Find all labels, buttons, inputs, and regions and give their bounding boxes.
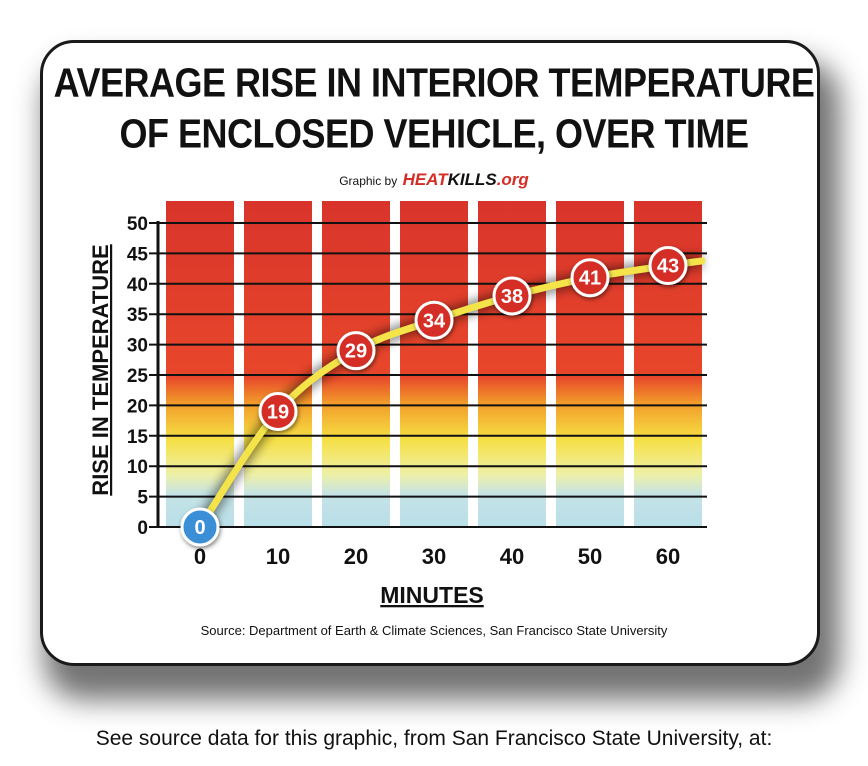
column-band: [556, 201, 624, 527]
x-tick-label: 0: [194, 544, 206, 569]
logo-kills: KILLS: [447, 170, 497, 189]
y-tick-label: 40: [127, 275, 148, 296]
logo-suffix: .org: [496, 170, 529, 189]
credit-prefix: Graphic by: [339, 174, 398, 188]
graphic-credit: Graphic by HEATKILLS.org: [0, 170, 868, 190]
chart-title-line2: OF ENCLOSED VEHICLE, OVER TIME: [119, 110, 749, 157]
x-tick-label: 60: [656, 544, 680, 569]
column-band: [244, 201, 312, 527]
logo-heat: HEAT: [402, 170, 448, 189]
x-axis-label: MINUTES: [380, 582, 484, 608]
data-point: 38: [492, 276, 532, 316]
y-tick-label: 5: [137, 488, 148, 509]
x-tick-label: 30: [422, 544, 446, 569]
data-label: 0: [194, 517, 205, 539]
chart-title-line1: AVERAGE RISE IN INTERIOR TEMPERATURE: [53, 59, 815, 106]
data-point: 43: [648, 246, 688, 286]
data-label: 29: [345, 341, 367, 363]
data-marker: [258, 391, 298, 431]
data-point: 34: [414, 300, 454, 340]
data-marker: [648, 246, 688, 286]
y-tick-label: 10: [127, 457, 148, 478]
source-note: Source: Department of Earth & Climate Sc…: [200, 623, 668, 638]
y-tick-label: 25: [127, 366, 149, 387]
data-marker: [570, 258, 610, 298]
data-point: 0: [180, 507, 220, 547]
y-tick-label: 0: [137, 518, 148, 539]
heatkills-logo: HEATKILLS.org: [403, 170, 529, 189]
data-point: 41: [570, 258, 610, 298]
x-tick-label: 40: [500, 544, 524, 569]
y-tick-label: 30: [127, 336, 148, 357]
data-label: 34: [423, 310, 446, 332]
data-marker: [180, 507, 220, 547]
y-tick-label: 45: [127, 244, 149, 265]
footer-text: See source data for this graphic, from S…: [95, 727, 773, 750]
data-label: 38: [501, 286, 523, 308]
column-band: [478, 201, 546, 527]
data-point: 29: [336, 331, 376, 371]
data-point: 19: [258, 391, 298, 431]
data-marker: [336, 331, 376, 371]
column-band: [166, 201, 234, 527]
data-label: 19: [267, 401, 289, 423]
column-band: [400, 201, 468, 527]
data-marker: [414, 300, 454, 340]
y-tick-label: 15: [127, 427, 149, 448]
data-marker: [492, 276, 532, 316]
data-label: 43: [657, 256, 679, 278]
y-tick-label: 50: [127, 214, 148, 235]
data-label: 41: [579, 268, 601, 290]
y-tick-label: 35: [127, 305, 149, 326]
y-tick-label: 20: [127, 396, 148, 417]
x-tick-label: 10: [266, 544, 290, 569]
x-tick-label: 50: [578, 544, 602, 569]
y-axis-label: RISE IN TEMPERATURE: [88, 244, 113, 495]
x-tick-label: 20: [344, 544, 368, 569]
